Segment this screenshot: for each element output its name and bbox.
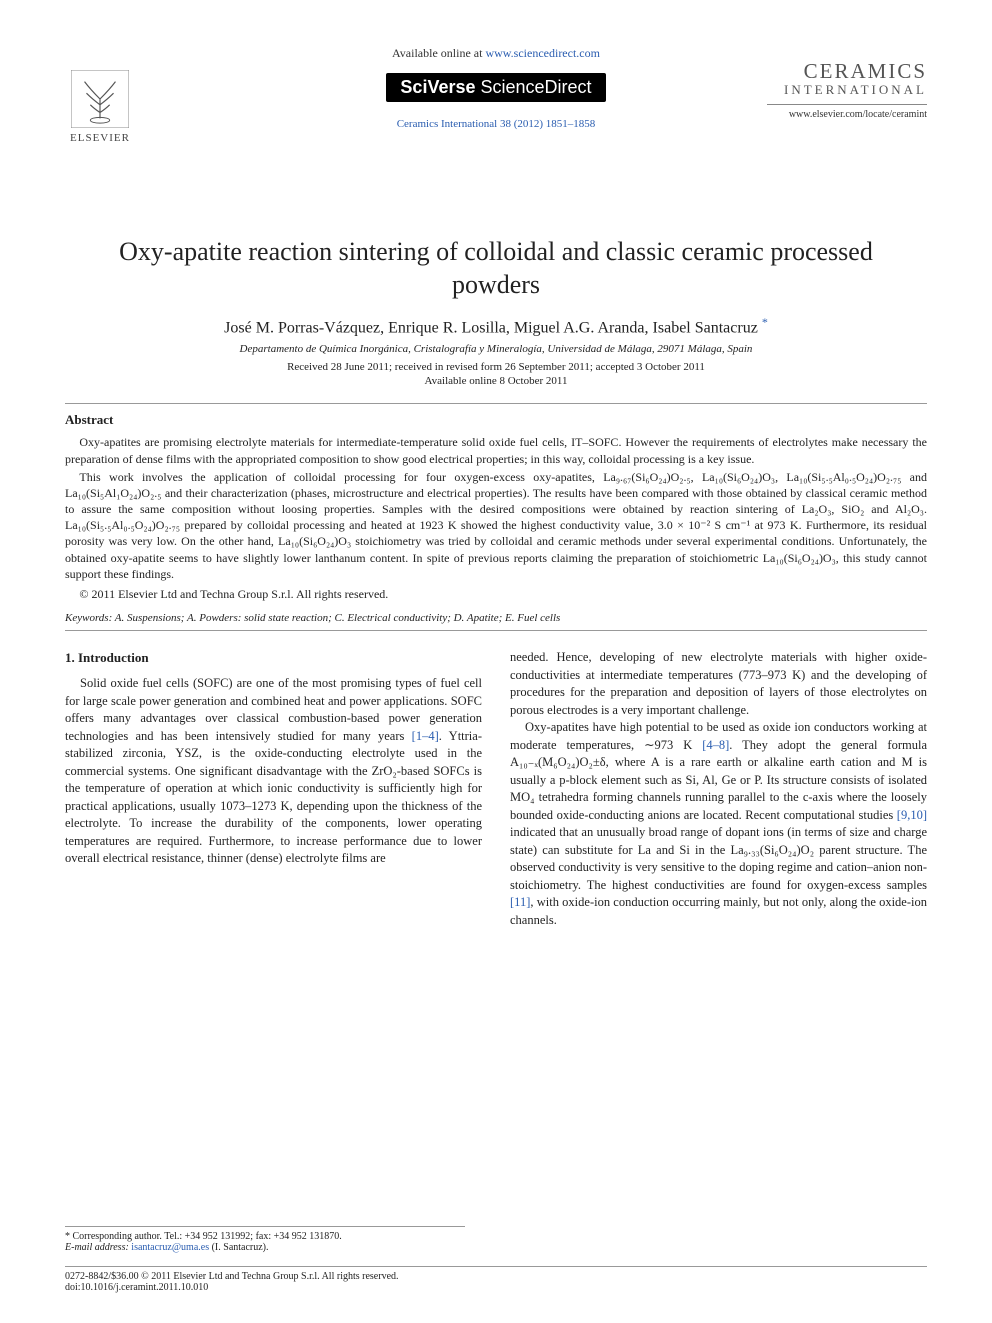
abstract-copyright: © 2011 Elsevier Ltd and Techna Group S.r… [65, 586, 927, 602]
corr-name-suffix: (I. Santacruz). [209, 1242, 268, 1253]
journal-brand: CERAMICS INTERNATIONAL www.elsevier.com/… [767, 60, 927, 120]
brand-rule [767, 104, 927, 105]
brand-subtitle: INTERNATIONAL [767, 82, 927, 98]
online-date: Available online 8 October 2011 [65, 375, 927, 387]
affiliation: Departamento de Química Inorgánica, Cris… [65, 343, 927, 355]
intro-p1-left: Solid oxide fuel cells (SOFC) are one of… [65, 675, 482, 868]
received-dates: Received 28 June 2011; received in revis… [65, 361, 927, 373]
available-prefix: Available online at [392, 46, 485, 60]
email-label: E-mail address: [65, 1242, 131, 1253]
elsevier-label: ELSEVIER [65, 132, 135, 144]
citation-ref[interactable]: [11] [510, 895, 530, 909]
abstract-p1: Oxy-apatites are promising electrolyte m… [65, 434, 927, 466]
corr-email[interactable]: isantacruz@uma.es [131, 1242, 209, 1253]
corresponding-author-footer: * Corresponding author. Tel.: +34 952 13… [65, 1226, 465, 1253]
available-online-line: Available online at www.sciencedirect.co… [65, 46, 927, 61]
corr-line-2: E-mail address: isantacruz@uma.es (I. Sa… [65, 1242, 465, 1253]
authors-line: José M. Porras-Vázquez, Enrique R. Losil… [65, 315, 927, 337]
citation-ref[interactable]: [9,10] [897, 808, 927, 822]
elsevier-tree-icon [71, 70, 129, 128]
publisher-footer: 0272-8842/$36.00 © 2011 Elsevier Ltd and… [65, 1266, 927, 1293]
intro-p1-right-cont: needed. Hence, developing of new electro… [510, 649, 927, 719]
sciverse-word: SciVerse [400, 77, 475, 97]
column-left: 1. Introduction Solid oxide fuel cells (… [65, 649, 482, 929]
issn-copyright: 0272-8842/$36.00 © 2011 Elsevier Ltd and… [65, 1271, 927, 1282]
abstract-body: Oxy-apatites are promising electrolyte m… [65, 434, 927, 602]
body-columns: 1. Introduction Solid oxide fuel cells (… [65, 649, 927, 929]
keywords-line: Keywords: A. Suspensions; A. Powders: so… [65, 612, 927, 624]
locate-url[interactable]: www.elsevier.com/locate/ceramint [767, 109, 927, 120]
doi-line[interactable]: doi:10.1016/j.ceramint.2011.10.010 [65, 1282, 927, 1293]
brand-title: CERAMICS [767, 60, 927, 82]
rule-bottom [65, 630, 927, 631]
section-heading-intro: 1. Introduction [65, 649, 482, 667]
authors-names: José M. Porras-Vázquez, Enrique R. Losil… [224, 319, 758, 336]
paper-title: Oxy-apatite reaction sintering of colloi… [105, 236, 887, 301]
citation-ref[interactable]: [4–8] [702, 738, 729, 752]
header: ELSEVIER Available online at www.science… [65, 40, 927, 210]
elsevier-logo: ELSEVIER [65, 70, 135, 144]
abstract-p2: This work involves the application of co… [65, 469, 927, 582]
rule-top [65, 403, 927, 404]
citation-ref[interactable]: [1–4] [412, 729, 439, 743]
sciencedirect-word: ScienceDirect [481, 77, 592, 97]
sciverse-sciencedirect-badge: SciVerse ScienceDirect [386, 73, 605, 102]
corr-line-1: * Corresponding author. Tel.: +34 952 13… [65, 1231, 465, 1242]
intro-p2-right: Oxy-apatites have high potential to be u… [510, 719, 927, 929]
sciencedirect-link[interactable]: www.sciencedirect.com [485, 46, 600, 60]
abstract-heading: Abstract [65, 412, 927, 428]
corresponding-marker[interactable]: * [762, 315, 768, 329]
column-right: needed. Hence, developing of new electro… [510, 649, 927, 929]
